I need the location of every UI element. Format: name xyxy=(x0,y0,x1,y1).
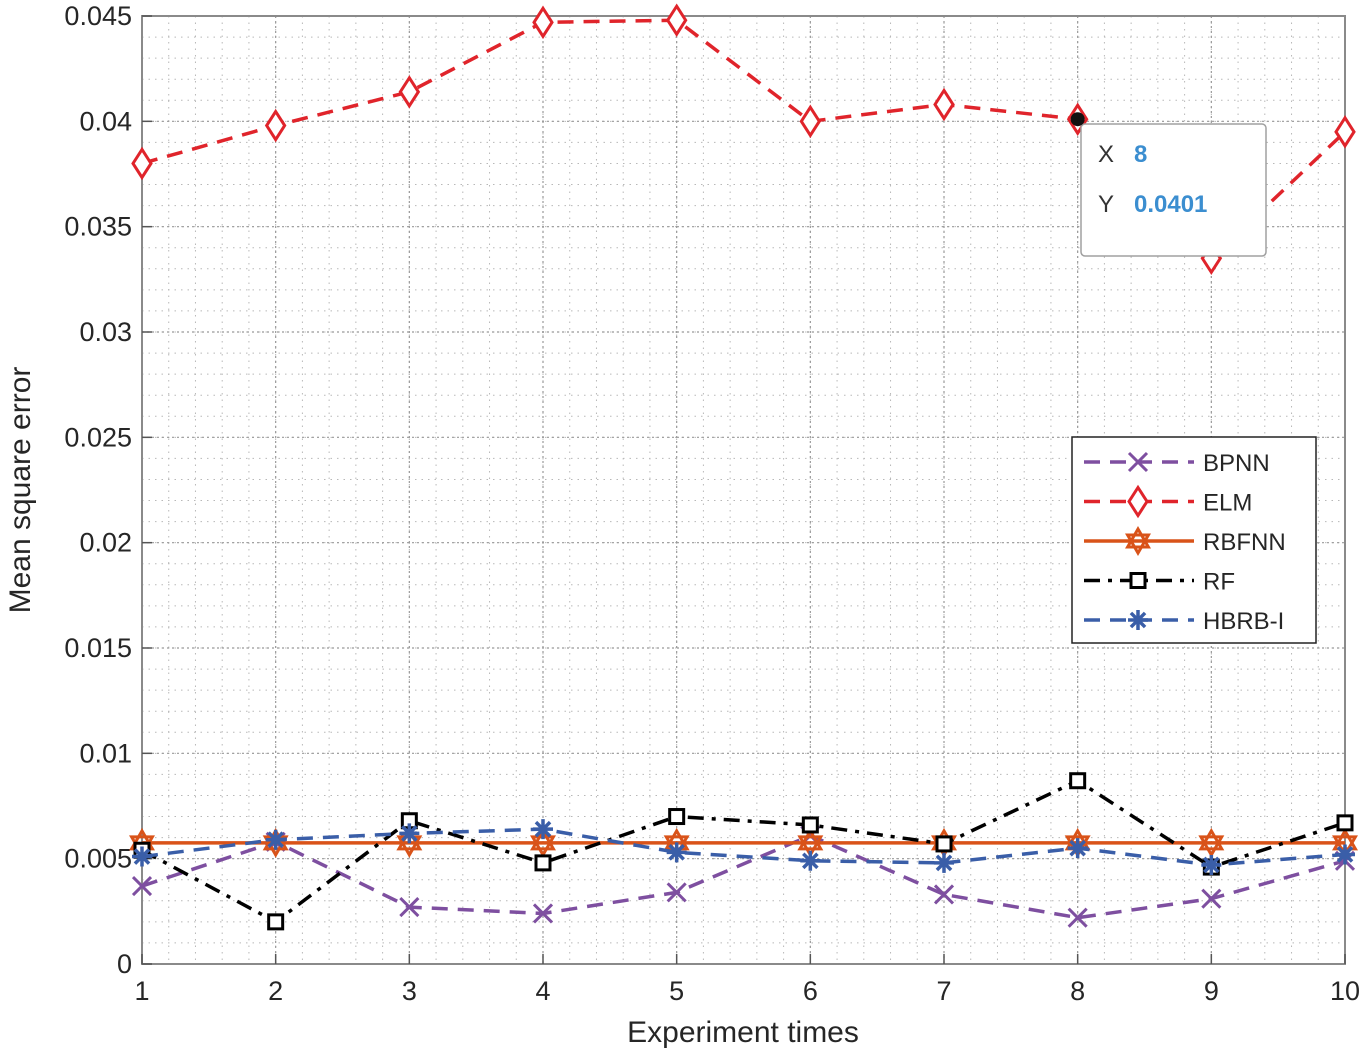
y-axis-label: Mean square error xyxy=(4,367,37,614)
series-line xyxy=(141,833,1346,920)
data-point-marker xyxy=(666,882,687,903)
y-tick-label: 0.01 xyxy=(79,738,132,768)
data-point-marker xyxy=(532,5,554,40)
data-point-marker xyxy=(933,884,955,905)
data-point-marker xyxy=(800,850,821,871)
data-point-marker xyxy=(131,875,153,897)
x-tick-label: 8 xyxy=(1070,976,1085,1006)
legend-label: HBRB-I xyxy=(1203,608,1284,635)
legend-marker xyxy=(1128,610,1148,630)
data-point-marker xyxy=(668,808,686,826)
data-point-marker xyxy=(1069,772,1087,790)
data-point-marker xyxy=(530,827,556,851)
data-point-marker xyxy=(935,835,953,853)
data-point-marker xyxy=(267,913,285,931)
datatip-y-label: Y xyxy=(1098,191,1114,218)
datatip[interactable]: X 8 Y 0.0401 xyxy=(1070,112,1267,257)
data-point-marker xyxy=(1198,827,1225,851)
data-point-marker xyxy=(532,903,554,924)
legend-label: RBFNN xyxy=(1203,529,1286,556)
data-point-marker xyxy=(1201,854,1222,875)
data-point-marker xyxy=(1336,814,1354,832)
legend-marker xyxy=(1127,484,1149,519)
series-hbrb-i xyxy=(132,819,1355,875)
legend-label: BPNN xyxy=(1203,450,1270,477)
data-point-marker xyxy=(666,842,687,863)
data-point-marker xyxy=(534,854,552,872)
datatip-x-value: 8 xyxy=(1134,141,1147,168)
data-point-marker xyxy=(934,852,954,873)
x-tick-label: 1 xyxy=(134,976,149,1006)
legend-label: ELM xyxy=(1203,490,1252,517)
data-point-marker xyxy=(398,75,421,109)
axes-box xyxy=(141,15,1346,965)
data-point-marker xyxy=(132,846,152,867)
series-line xyxy=(141,827,1346,867)
datatip-marker xyxy=(1070,112,1085,127)
x-tick-label: 4 xyxy=(535,976,550,1006)
x-tick-label: 9 xyxy=(1204,976,1219,1006)
data-point-marker xyxy=(264,108,287,143)
datatip-x-label: X xyxy=(1098,141,1114,168)
y-tick-label: 0.025 xyxy=(64,422,132,452)
legend-label: RF xyxy=(1203,569,1235,596)
data-point-marker xyxy=(1332,835,1358,858)
y-tick-label: 0.02 xyxy=(79,528,132,558)
data-point-marker xyxy=(933,87,955,122)
x-tick-label: 3 xyxy=(402,976,417,1006)
x-tick-label: 6 xyxy=(803,976,818,1006)
data-point-marker xyxy=(801,816,819,834)
data-point-marker xyxy=(399,823,420,844)
datatip-box xyxy=(1080,123,1267,257)
legend-marker xyxy=(1125,533,1151,556)
data-point-marker xyxy=(1064,835,1091,858)
x-axis-label: Experiment times xyxy=(627,1016,859,1049)
y-tick-label: 0.035 xyxy=(64,212,132,242)
legend-marker xyxy=(1129,572,1147,589)
data-point-marker xyxy=(1198,835,1225,858)
data-point-marker xyxy=(399,897,420,918)
legend-marker xyxy=(1127,451,1149,473)
y-tick-label: 0.045 xyxy=(64,1,132,31)
datatip-y-value: 0.0401 xyxy=(1134,191,1207,218)
x-tick-label: 10 xyxy=(1330,976,1360,1006)
data-point-marker xyxy=(131,146,153,181)
y-tick-label: 0.04 xyxy=(79,106,132,136)
y-tick-label: 0.03 xyxy=(79,317,132,347)
y-tick-label: 0.005 xyxy=(64,844,132,874)
x-tick-label: 2 xyxy=(268,976,283,1006)
data-point-marker xyxy=(665,3,688,37)
axes: 1 2 3 4 5 6 7 8 9 10 0 0.005 0.01 0.015 0.02 0.025 0.03 0… xyxy=(64,1,1360,1006)
y-tick-label: 0 xyxy=(117,949,132,979)
data-point-marker xyxy=(1067,838,1088,859)
data-point-marker xyxy=(533,819,553,840)
data-point-marker xyxy=(797,827,824,851)
y-tick-label: 0.015 xyxy=(64,633,132,663)
data-point-marker xyxy=(1201,888,1222,909)
legend-marker xyxy=(1125,526,1151,549)
data-point-marker xyxy=(797,835,824,858)
data-point-marker xyxy=(799,104,822,139)
data-point-marker xyxy=(265,829,286,850)
legend: BPNN ELM RBFNN RF HBRB-I xyxy=(1071,436,1317,644)
data-point-marker xyxy=(1067,907,1088,928)
data-point-marker xyxy=(1334,115,1356,149)
x-tick-label: 5 xyxy=(669,976,684,1006)
data-point-marker xyxy=(1335,844,1355,865)
x-tick-label: 7 xyxy=(936,976,951,1006)
